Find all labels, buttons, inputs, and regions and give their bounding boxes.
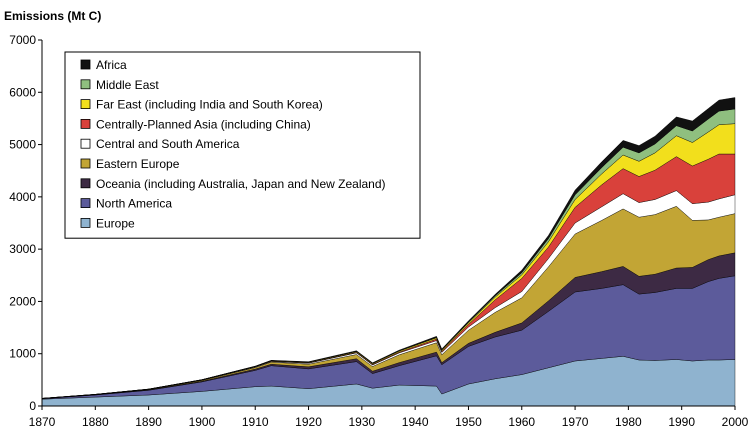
legend-swatch [80, 158, 91, 169]
legend-swatch [80, 178, 91, 189]
legend-swatch [80, 59, 91, 70]
x-tick-label: 1870 [29, 415, 56, 429]
y-tick-label: 6000 [9, 85, 36, 99]
x-tick-label: 1950 [455, 415, 482, 429]
legend-box [64, 51, 421, 239]
x-tick-label: 1960 [508, 415, 535, 429]
y-tick-label: 0 [29, 399, 36, 413]
legend-swatch [80, 138, 91, 149]
axes [41, 40, 735, 407]
y-tick-label: 7000 [9, 33, 36, 47]
legend-label: Eastern Europe [96, 157, 180, 171]
legend-label: North America [96, 197, 172, 211]
legend: Africa Middle East Far East (including Ind… [64, 51, 421, 239]
x-tick-label: 1930 [348, 415, 375, 429]
legend-label: Far East (including India and South Kore… [96, 98, 323, 112]
y-tick-label: 5000 [9, 138, 36, 152]
x-tick-label: 1910 [242, 415, 269, 429]
x-tick-label: 1880 [82, 415, 109, 429]
y-tick-labels: 0 1000 2000 3000 4000 5000 6000 7000 [9, 33, 42, 413]
stacked-areas [41, 97, 736, 407]
legend-label: Centrally-Planned Asia (including China) [96, 117, 311, 131]
x-tick-label: 1900 [189, 415, 216, 429]
x-tick-label: 1970 [562, 415, 589, 429]
legend-swatch [80, 79, 91, 90]
x-tick-label: 1990 [668, 415, 695, 429]
x-tick-label: 1920 [295, 415, 322, 429]
x-tick-label: 1890 [135, 415, 162, 429]
x-tick-label: 1940 [402, 415, 429, 429]
y-tick-label: 1000 [9, 347, 36, 361]
y-axis-label: Emissions (Mt C) [4, 9, 101, 23]
legend-label: Oceania (including Australia, Japan and … [96, 177, 386, 191]
legend-label: Middle East [96, 78, 159, 92]
legend-swatch [80, 198, 91, 209]
y-tick-label: 3000 [9, 242, 36, 256]
x-tick-label: 2000 [722, 415, 749, 429]
legend-label: Europe [96, 216, 135, 230]
y-tick-label: 4000 [9, 190, 36, 204]
x-tick-label: 1980 [615, 415, 642, 429]
legend-swatch [80, 99, 91, 109]
legend-swatch [80, 119, 91, 129]
legend-label: Central and South America [96, 137, 240, 151]
legend-swatch [80, 217, 91, 228]
legend-label: Africa [96, 58, 127, 72]
x-tick-labels: 1870 1880 1890 1900 1910 1920 1930 1940 1950 1960… [29, 406, 749, 429]
area-8 [41, 97, 736, 399]
y-tick-label: 2000 [9, 294, 36, 308]
